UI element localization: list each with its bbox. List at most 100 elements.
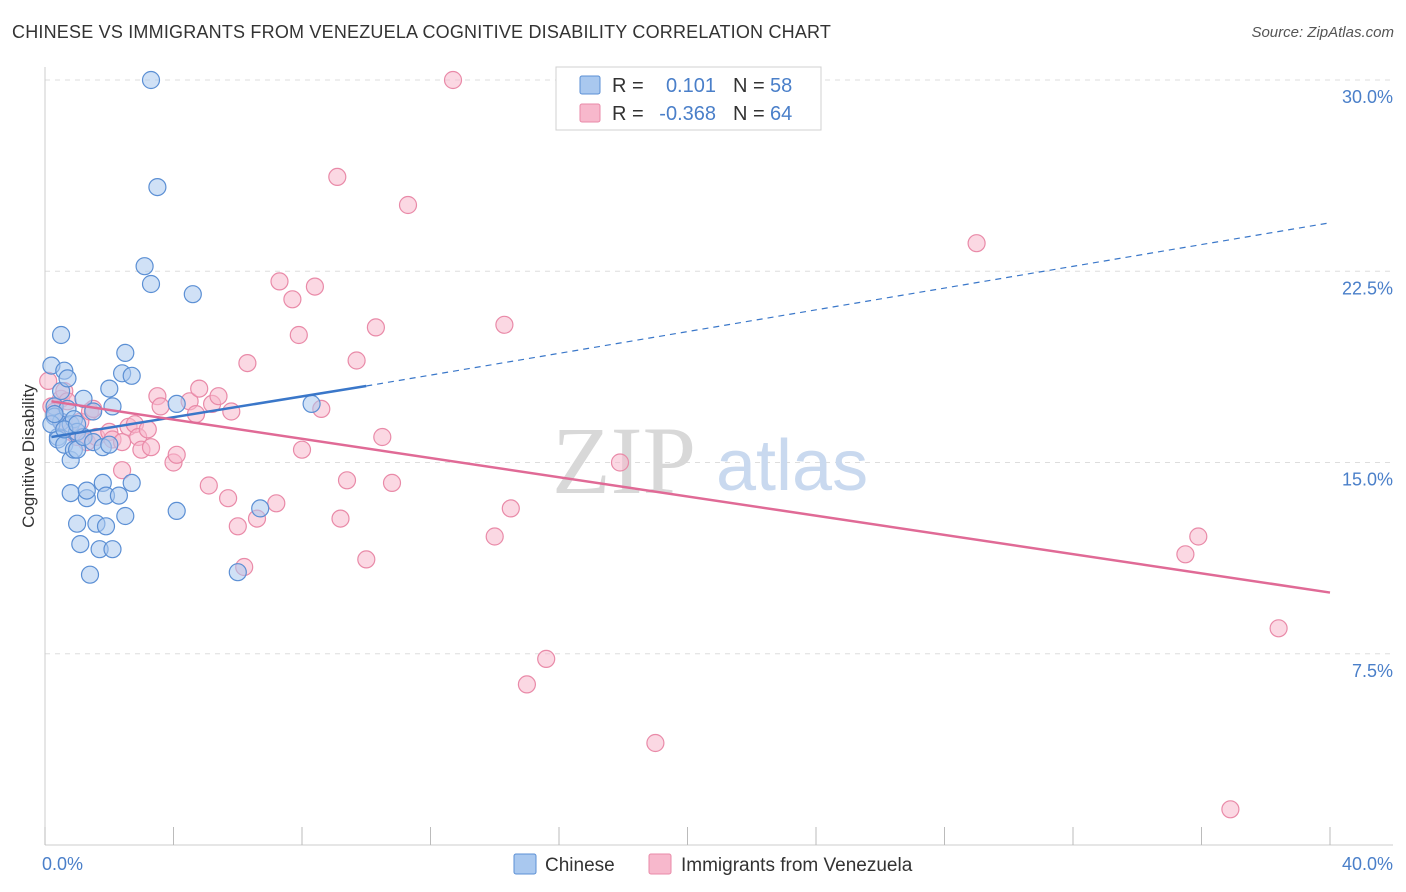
point-chinese-46 bbox=[141, 274, 161, 294]
legend-swatch-venezuela bbox=[579, 103, 601, 123]
legend-n-value-venezuela: 64 bbox=[770, 103, 792, 125]
point-venezuela-31 bbox=[199, 476, 218, 495]
legend-r-value-venezuela: -0.368 bbox=[659, 103, 716, 125]
x-tick-label-1: 40.0% bbox=[1342, 854, 1393, 874]
point-venezuela-33 bbox=[209, 387, 228, 406]
point-venezuela-55 bbox=[398, 195, 418, 215]
source-label: Source: ZipAtlas.com bbox=[1251, 24, 1394, 41]
watermark-atlas: atlas bbox=[716, 426, 868, 506]
trend-line-venezuela bbox=[51, 400, 1331, 594]
point-venezuela-67 bbox=[1269, 619, 1288, 638]
point-venezuela-60 bbox=[517, 675, 537, 694]
point-chinese-50 bbox=[183, 285, 202, 304]
bottom-legend-swatch-chinese bbox=[513, 853, 537, 875]
point-venezuela-51 bbox=[357, 550, 376, 569]
point-chinese-10 bbox=[58, 369, 77, 388]
y-tick-label-2: 22.5% bbox=[1342, 278, 1393, 298]
point-venezuela-58 bbox=[495, 315, 514, 334]
point-venezuela-54 bbox=[382, 473, 402, 492]
point-venezuela-57 bbox=[485, 527, 504, 546]
point-chinese-9 bbox=[51, 325, 71, 345]
legend-n-label-chinese: N = bbox=[733, 75, 765, 97]
point-chinese-45 bbox=[141, 70, 161, 90]
point-venezuela-23 bbox=[141, 438, 161, 457]
point-venezuela-41 bbox=[270, 272, 289, 291]
point-venezuela-42 bbox=[283, 290, 302, 309]
point-venezuela-36 bbox=[228, 517, 247, 536]
point-venezuela-61 bbox=[537, 649, 556, 669]
bottom-legend-label-venezuela: Immigrants from Venezuela bbox=[681, 855, 913, 876]
point-chinese-35 bbox=[100, 379, 119, 398]
point-venezuela-48 bbox=[331, 509, 350, 528]
point-chinese-42 bbox=[122, 366, 141, 385]
point-chinese-48 bbox=[167, 501, 186, 520]
point-venezuela-38 bbox=[238, 354, 257, 373]
x-tick-label-0: 0.0% bbox=[42, 854, 83, 874]
series-legend: Chinese Immigrants from Venezuela bbox=[513, 853, 913, 876]
legend-n-value-chinese: 58 bbox=[770, 75, 792, 97]
point-chinese-38 bbox=[109, 486, 129, 505]
point-chinese-36 bbox=[103, 540, 122, 559]
point-venezuela-35 bbox=[222, 402, 241, 421]
point-chinese-41 bbox=[116, 506, 135, 526]
trend-line-chinese-extension bbox=[366, 222, 1331, 387]
point-chinese-53 bbox=[302, 394, 321, 413]
point-chinese-14 bbox=[61, 484, 80, 503]
point-chinese-24 bbox=[77, 481, 96, 500]
legend-r-label-venezuela: R = bbox=[612, 103, 644, 125]
trend-lines bbox=[51, 222, 1331, 594]
point-venezuela-44 bbox=[292, 440, 312, 459]
point-venezuela-25 bbox=[151, 397, 170, 416]
point-venezuela-56 bbox=[443, 70, 463, 90]
point-venezuela-66 bbox=[1189, 527, 1208, 546]
legend-swatch-chinese bbox=[579, 75, 601, 95]
point-venezuela-52 bbox=[366, 318, 385, 337]
point-venezuela-34 bbox=[219, 489, 238, 508]
point-venezuela-50 bbox=[347, 351, 366, 370]
axis-layer: 7.5% 15.0% 22.5% 30.0% 0.0% 40.0% bbox=[42, 67, 1393, 874]
point-chinese-25 bbox=[80, 565, 100, 584]
point-chinese-40 bbox=[116, 343, 135, 362]
bottom-legend-swatch-venezuela bbox=[648, 853, 672, 875]
point-venezuela-63 bbox=[646, 733, 665, 753]
point-venezuela-68 bbox=[1221, 800, 1240, 819]
point-chinese-49 bbox=[167, 394, 186, 413]
point-venezuela-17 bbox=[112, 461, 132, 480]
point-chinese-44 bbox=[135, 257, 154, 276]
point-venezuela-65 bbox=[1176, 545, 1195, 564]
point-venezuela-40 bbox=[267, 494, 286, 513]
point-chinese-20 bbox=[71, 534, 90, 554]
point-venezuela-47 bbox=[328, 167, 347, 186]
chart-title: CHINESE VS IMMIGRANTS FROM VENEZUELA COG… bbox=[12, 22, 832, 42]
point-venezuela-53 bbox=[373, 427, 392, 447]
point-venezuela-59 bbox=[501, 499, 520, 518]
point-chinese-43 bbox=[122, 473, 141, 492]
point-chinese-17 bbox=[67, 514, 87, 533]
point-venezuela-64 bbox=[967, 234, 986, 253]
watermark: ZIP atlas bbox=[552, 407, 868, 514]
y-tick-label-3: 30.0% bbox=[1342, 87, 1393, 107]
legend-n-label-venezuela: N = bbox=[733, 103, 765, 125]
point-venezuela-62 bbox=[610, 453, 630, 472]
point-chinese-32 bbox=[96, 517, 116, 536]
correlation-legend: R = 0.101 N = 58 R = -0.368 N = 64 bbox=[555, 66, 822, 131]
point-chinese-51 bbox=[228, 563, 247, 582]
point-venezuela-30 bbox=[190, 379, 209, 398]
grid-layer bbox=[45, 79, 1393, 655]
point-venezuela-27 bbox=[167, 445, 186, 464]
legend-r-value-chinese: 0.101 bbox=[666, 75, 716, 97]
point-venezuela-43 bbox=[289, 325, 308, 345]
point-venezuela-49 bbox=[337, 471, 357, 490]
bottom-legend-label-chinese: Chinese bbox=[545, 855, 615, 876]
point-chinese-47 bbox=[148, 178, 167, 197]
point-chinese-52 bbox=[251, 499, 270, 518]
y-tick-label-0: 7.5% bbox=[1352, 661, 1393, 681]
point-chinese-34 bbox=[100, 435, 119, 454]
point-venezuela-45 bbox=[305, 277, 324, 296]
trend-line-chinese bbox=[51, 384, 367, 439]
legend-r-label-chinese: R = bbox=[612, 75, 644, 97]
point-chinese-55 bbox=[45, 405, 64, 424]
y-axis-label: Cognitive Disability bbox=[19, 384, 38, 528]
y-tick-label-1: 15.0% bbox=[1342, 470, 1393, 490]
